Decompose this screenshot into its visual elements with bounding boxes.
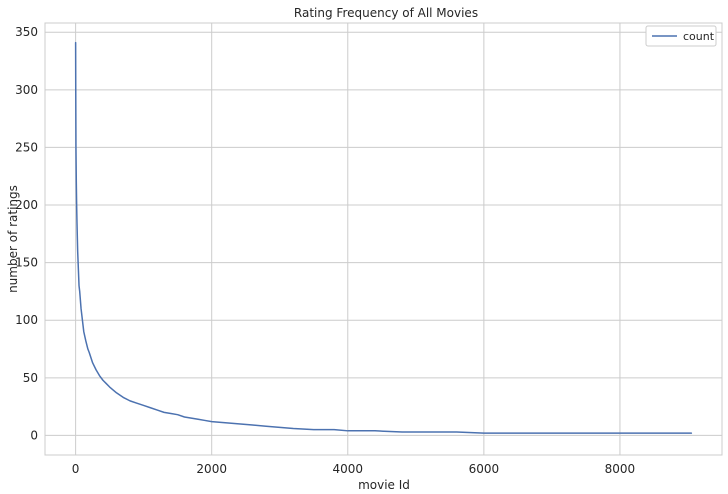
x-axis-ticks: 0 2000 4000 6000 8000 [72, 462, 635, 476]
x-tick-label: 6000 [469, 462, 500, 476]
grid [45, 23, 722, 455]
y-tick-label: 0 [30, 428, 38, 442]
y-tick-label: 300 [15, 83, 38, 97]
x-axis-label: movie Id [358, 478, 410, 492]
legend-box [645, 25, 717, 47]
x-tick-label: 0 [72, 462, 80, 476]
y-axis-ticks: 0 50 100 150 200 250 300 350 [15, 25, 38, 442]
legend-series-label: count [683, 30, 715, 43]
y-tick-label: 100 [15, 313, 38, 327]
y-tick-label: 200 [15, 198, 38, 212]
y-axis-label: number of ratings [6, 185, 20, 293]
series-layer [74, 41, 693, 434]
x-tick-label: 2000 [196, 462, 227, 476]
y-tick-label: 250 [15, 140, 38, 154]
y-tick-label: 350 [15, 25, 38, 39]
y-tick-label: 50 [23, 371, 38, 385]
x-tick-label: 8000 [605, 462, 636, 476]
axes-frame [44, 22, 723, 456]
x-tick-label: 4000 [333, 462, 364, 476]
y-tick-label: 150 [15, 256, 38, 270]
legend: count [645, 25, 717, 47]
chart-title: Rating Frequency of All Movies [294, 6, 478, 20]
series-line-0 [74, 41, 693, 434]
